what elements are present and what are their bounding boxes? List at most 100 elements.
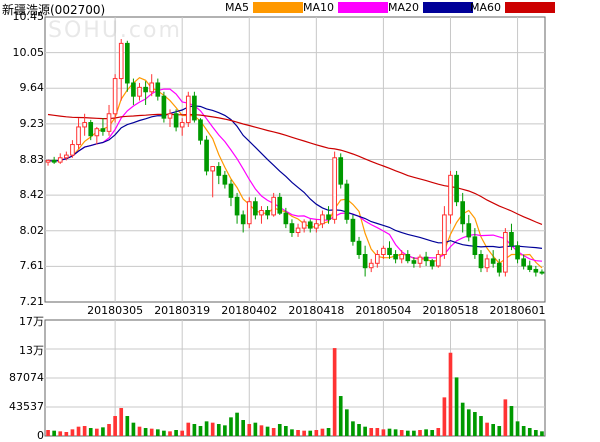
price-tick-label: 8.42 <box>19 188 45 202</box>
chart-title: 新疆浩源(002700) <box>2 3 106 17</box>
candle-body <box>448 174 453 216</box>
volume-bar <box>70 429 75 436</box>
candle-body <box>143 86 148 93</box>
volume-bar <box>259 425 264 436</box>
candle-body <box>429 260 435 267</box>
volume-bar <box>253 422 258 436</box>
ma-line-ma10 <box>47 88 543 262</box>
legend-ma10: MA10 <box>303 1 389 14</box>
volume-bar <box>216 424 221 436</box>
candle-body <box>509 232 514 247</box>
candle-body <box>271 196 276 216</box>
candle-body <box>64 154 69 159</box>
candle-body <box>155 82 161 97</box>
candle-body <box>533 268 539 273</box>
volume-bar <box>210 422 215 436</box>
candle-body <box>387 247 392 255</box>
volume-bar <box>430 430 435 436</box>
volume-bar <box>363 426 367 436</box>
legend-ma20-swatch <box>423 2 474 13</box>
volume-bar <box>466 409 471 436</box>
volume-bar <box>351 421 355 436</box>
candle-body <box>356 240 362 256</box>
volume-bar <box>320 428 325 436</box>
volume-bar <box>143 428 148 436</box>
candle-body <box>350 218 356 242</box>
candle-body <box>51 159 57 163</box>
legend-ma60: MA60 <box>470 1 556 14</box>
volume-bar <box>229 417 233 436</box>
candle-body <box>88 122 94 137</box>
volume-bar <box>345 409 349 436</box>
volume-bar <box>375 428 380 436</box>
date-tick-label: 20180418 <box>288 304 345 317</box>
volume-bar <box>338 396 343 436</box>
candle-body <box>167 113 173 119</box>
candle-body <box>399 254 405 260</box>
volume-tick-label: 17万 <box>19 315 44 328</box>
candle-body <box>198 119 203 141</box>
volume-bar <box>186 422 191 436</box>
volume-bar <box>52 430 56 436</box>
volume-bar <box>223 425 227 436</box>
volume-bar <box>497 426 502 436</box>
volume-tick-label: 0 <box>37 429 44 442</box>
candle-body <box>423 256 429 262</box>
volume-bar <box>521 426 526 436</box>
volume-bar <box>241 420 245 436</box>
candle-body <box>490 258 496 264</box>
price-tick-label: 7.61 <box>19 259 45 273</box>
candle-body <box>527 265 533 270</box>
volume-bar <box>290 429 294 436</box>
date-tick-label: 20180518 <box>422 304 479 317</box>
candle-body <box>466 223 472 238</box>
date-tick-label: 20180305 <box>87 304 144 317</box>
candle-body <box>338 157 344 185</box>
volume-bar <box>265 426 270 436</box>
price-tick-label: 7.21 <box>19 295 45 308</box>
price-tick-label: 10.05 <box>12 45 45 59</box>
volume-bar <box>198 426 203 436</box>
candle-body <box>503 232 508 273</box>
volume-bar <box>88 428 93 436</box>
volume-bar <box>131 422 136 436</box>
candle-body <box>417 256 423 264</box>
volume-bar <box>107 424 111 436</box>
candle-body <box>57 157 63 163</box>
legend-ma60-label: MA60 <box>470 1 502 14</box>
candle-body <box>45 159 51 163</box>
volume-bar <box>491 424 495 436</box>
date-tick-label: 20180504 <box>355 304 412 317</box>
volume-bar <box>302 430 306 436</box>
volume-bar <box>381 429 386 436</box>
candle-body <box>326 214 331 220</box>
legend-ma20-label: MA20 <box>388 1 420 14</box>
candle-body <box>515 245 520 260</box>
volume-bar <box>76 426 81 436</box>
date-tick-label: 20180402 <box>221 304 278 317</box>
volume-bar <box>247 424 252 436</box>
candle-body <box>173 113 179 128</box>
volume-bar <box>271 428 276 436</box>
price-tick-label: 8.02 <box>19 223 45 237</box>
candle-body <box>454 174 459 203</box>
volume-bar <box>473 412 477 436</box>
volume-bar <box>284 426 288 436</box>
candle-body <box>192 95 197 121</box>
candle-body <box>521 258 526 267</box>
volume-bar <box>405 430 410 436</box>
volume-bar <box>387 428 392 436</box>
candle-body <box>228 183 234 198</box>
volume-bar <box>296 430 300 436</box>
candle-body <box>320 214 325 225</box>
price-tick-label: 10.45 <box>12 10 45 23</box>
volume-bar <box>412 430 416 436</box>
candle-body <box>539 271 545 274</box>
volume-bar <box>509 406 514 436</box>
volume-tick-label: 43537 <box>9 400 44 413</box>
volume-bar <box>46 430 50 436</box>
candle-body <box>277 196 283 214</box>
legend-ma5-label: MA5 <box>225 1 250 14</box>
